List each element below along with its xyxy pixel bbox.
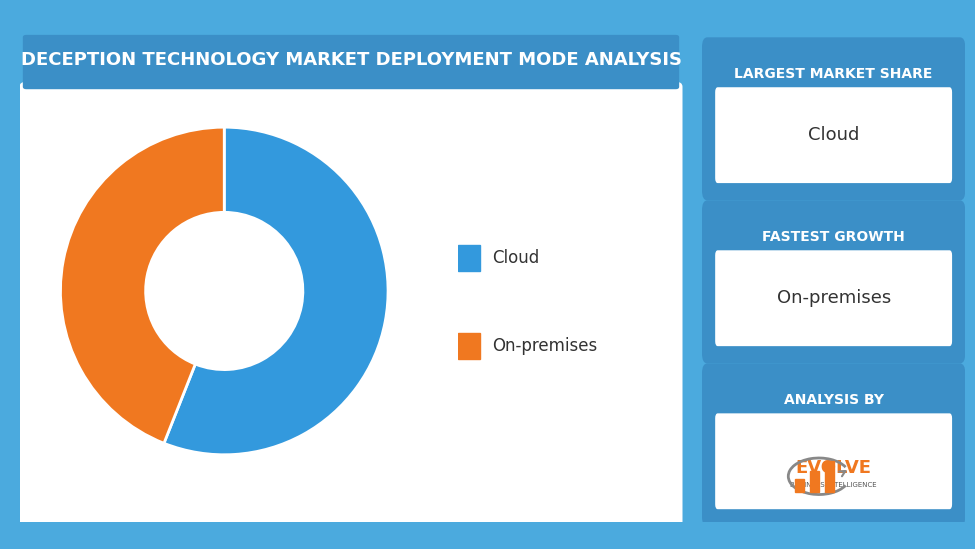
- Wedge shape: [164, 127, 388, 455]
- FancyBboxPatch shape: [702, 200, 965, 363]
- Text: Cloud: Cloud: [492, 249, 540, 267]
- FancyBboxPatch shape: [716, 250, 952, 346]
- Bar: [810, 471, 819, 492]
- Text: BUSINESS INTELLIGENCE: BUSINESS INTELLIGENCE: [791, 483, 877, 489]
- Text: Cloud: Cloud: [808, 126, 859, 144]
- FancyBboxPatch shape: [716, 87, 952, 183]
- Bar: [825, 461, 834, 492]
- Text: On-premises: On-premises: [492, 337, 598, 355]
- Bar: [458, 245, 480, 271]
- FancyBboxPatch shape: [702, 363, 965, 526]
- Text: On-premises: On-premises: [776, 289, 891, 307]
- FancyBboxPatch shape: [702, 37, 965, 200]
- Text: 56%: 56%: [187, 289, 261, 318]
- Text: LARGEST MARKET SHARE: LARGEST MARKET SHARE: [734, 68, 933, 81]
- Bar: [796, 479, 804, 492]
- FancyBboxPatch shape: [20, 82, 682, 526]
- Wedge shape: [60, 127, 224, 443]
- Text: DECEPTION TECHNOLOGY MARKET DEPLOYMENT MODE ANALYSIS: DECEPTION TECHNOLOGY MARKET DEPLOYMENT M…: [20, 51, 682, 69]
- FancyBboxPatch shape: [716, 413, 952, 509]
- Bar: [458, 333, 480, 359]
- Text: EVOLVE: EVOLVE: [796, 459, 872, 477]
- Text: FASTEST GROWTH: FASTEST GROWTH: [762, 231, 905, 244]
- FancyBboxPatch shape: [22, 35, 680, 89]
- Text: ANALYSIS BY: ANALYSIS BY: [784, 394, 883, 407]
